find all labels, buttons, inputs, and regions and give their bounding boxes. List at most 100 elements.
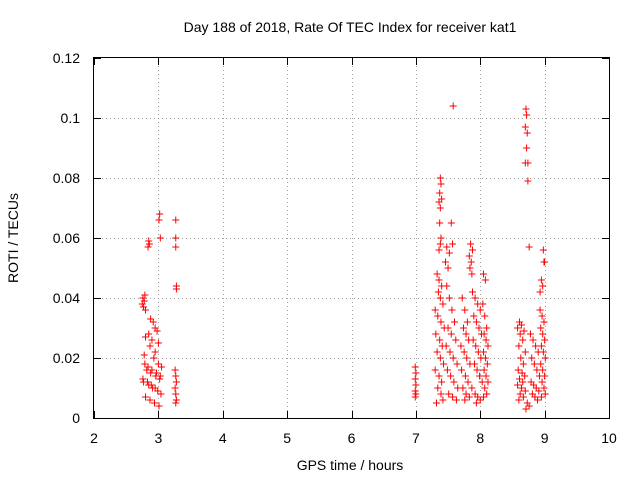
data-point xyxy=(482,336,490,344)
data-point xyxy=(514,366,522,374)
data-point xyxy=(459,384,467,392)
data-point xyxy=(172,243,180,251)
data-point xyxy=(440,360,448,368)
data-point xyxy=(475,324,483,332)
data-point xyxy=(461,372,469,380)
data-point xyxy=(514,381,522,389)
data-point xyxy=(523,144,531,152)
data-point xyxy=(152,369,160,377)
data-point xyxy=(464,378,472,386)
data-point xyxy=(437,390,445,398)
data-point xyxy=(523,111,531,119)
data-point xyxy=(473,366,481,374)
y-tick-label: 0.06 xyxy=(53,230,80,246)
data-point xyxy=(457,342,465,350)
data-point xyxy=(530,360,538,368)
data-point xyxy=(529,336,537,344)
data-point xyxy=(147,381,155,389)
data-point xyxy=(484,342,492,350)
data-point xyxy=(437,180,445,188)
data-point xyxy=(447,219,455,227)
data-point xyxy=(156,234,164,242)
y-tick-label: 0.04 xyxy=(53,290,80,306)
data-point xyxy=(481,276,489,284)
data-point xyxy=(433,348,441,356)
data-point xyxy=(526,330,534,338)
data-point xyxy=(463,354,471,362)
data-point xyxy=(536,306,544,314)
data-point xyxy=(146,342,154,350)
data-point xyxy=(156,210,164,218)
data-point xyxy=(476,372,484,380)
data-point xyxy=(516,390,524,398)
data-point xyxy=(172,216,180,224)
data-point xyxy=(443,282,451,290)
data-point xyxy=(141,291,149,299)
data-point xyxy=(411,393,419,401)
data-point xyxy=(412,390,420,398)
y-tick-label: 0.1 xyxy=(61,110,81,126)
data-point xyxy=(519,378,527,386)
data-point xyxy=(483,324,491,332)
data-point xyxy=(479,393,487,401)
data-point xyxy=(433,270,441,278)
data-point xyxy=(472,342,480,350)
data-point xyxy=(157,390,165,398)
data-point xyxy=(484,378,492,386)
data-point xyxy=(515,396,523,404)
data-point xyxy=(538,378,546,386)
data-point xyxy=(537,276,545,284)
data-point xyxy=(519,393,527,401)
data-point xyxy=(151,384,159,392)
data-point xyxy=(139,375,147,383)
plot-frame xyxy=(93,57,610,419)
data-point xyxy=(516,330,524,338)
data-point xyxy=(476,396,484,404)
data-point xyxy=(140,303,148,311)
data-point xyxy=(467,258,475,266)
data-point xyxy=(139,294,147,302)
data-point xyxy=(521,372,529,380)
data-point xyxy=(452,396,460,404)
data-point xyxy=(435,246,443,254)
data-point xyxy=(481,354,489,362)
data-point xyxy=(523,129,531,137)
data-point xyxy=(144,243,152,251)
data-point xyxy=(541,336,549,344)
data-point xyxy=(476,306,484,314)
data-point xyxy=(145,240,153,248)
data-point xyxy=(537,342,545,350)
data-point xyxy=(541,390,549,398)
x-tick-label: 5 xyxy=(283,430,291,446)
data-point xyxy=(462,330,470,338)
data-point xyxy=(515,342,523,350)
data-point xyxy=(541,372,549,380)
data-point xyxy=(517,321,525,329)
data-point xyxy=(541,354,549,362)
data-point xyxy=(517,384,525,392)
data-point xyxy=(436,204,444,212)
data-point xyxy=(436,336,444,344)
data-point xyxy=(172,378,180,386)
data-point xyxy=(463,318,471,326)
x-tick-label: 7 xyxy=(412,430,420,446)
data-point xyxy=(434,384,442,392)
data-point xyxy=(538,312,546,320)
data-point xyxy=(447,372,455,380)
data-point xyxy=(461,396,469,404)
data-point xyxy=(450,378,458,386)
data-point xyxy=(453,360,461,368)
data-point xyxy=(141,360,149,368)
data-point xyxy=(520,327,528,335)
data-point xyxy=(524,159,532,167)
data-point xyxy=(541,258,549,266)
data-point xyxy=(528,354,536,362)
data-point xyxy=(537,324,545,332)
y-axis-ticks: 0 0.02 0.04 0.06 0.08 0.1 0.12 xyxy=(53,50,609,426)
data-point xyxy=(439,300,447,308)
data-point xyxy=(458,294,466,302)
y-tick-label: 0.12 xyxy=(53,50,80,66)
data-point xyxy=(434,312,442,320)
data-point xyxy=(534,396,542,404)
data-point xyxy=(468,270,476,278)
